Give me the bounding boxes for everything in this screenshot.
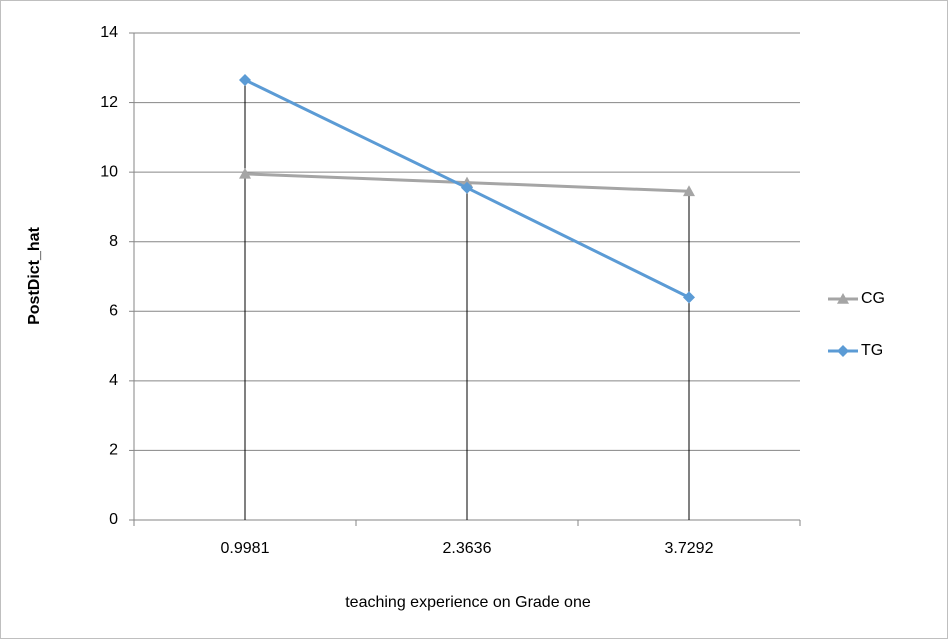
y-tick-label: 12	[100, 94, 118, 111]
marker	[239, 167, 251, 179]
x-axis-label: teaching experience on Grade one	[345, 594, 591, 611]
x-tick-label: 2.3636	[443, 540, 492, 557]
y-tick-label: 2	[109, 442, 118, 459]
y-tick-label: 4	[109, 372, 118, 389]
marker	[239, 73, 251, 86]
legend-label: TG	[861, 342, 883, 359]
legend-label: CG	[861, 290, 885, 307]
marker	[837, 345, 849, 357]
y-tick-label: 14	[100, 24, 118, 41]
x-tick-label: 3.7292	[665, 540, 714, 557]
y-tick-label: 10	[100, 163, 118, 180]
y-tick-label: 8	[109, 233, 118, 250]
marker	[683, 185, 695, 197]
marker	[683, 291, 695, 304]
y-axis-label: PostDict_hat	[26, 226, 43, 324]
y-tick-label: 6	[109, 303, 118, 320]
marker	[461, 181, 473, 194]
marker	[837, 293, 849, 304]
y-tick-label: 0	[109, 511, 118, 528]
x-tick-label: 0.9981	[221, 540, 270, 557]
